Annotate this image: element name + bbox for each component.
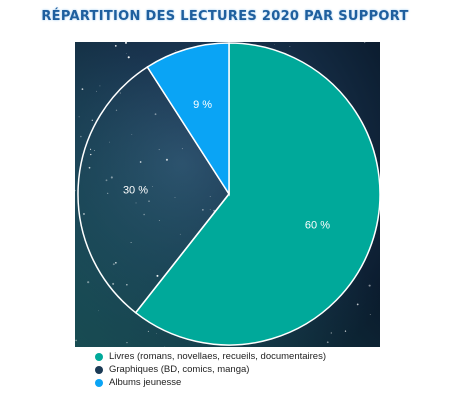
slice-data-label-2: 30 % [123, 185, 148, 197]
legend-swatch [95, 378, 103, 387]
star [115, 109, 118, 111]
star [110, 176, 113, 179]
star [364, 42, 366, 44]
legend-label: Graphiques (BD, comics, manga) [109, 364, 250, 375]
star [74, 189, 76, 192]
star [209, 196, 211, 197]
star [89, 148, 92, 150]
star [139, 161, 142, 163]
pie-slice-1 [134, 42, 381, 346]
star [165, 158, 168, 161]
star [135, 202, 137, 204]
star [158, 149, 160, 151]
star [209, 209, 211, 210]
star [105, 179, 108, 182]
star [143, 213, 145, 216]
legend-item-2: Graphiques (BD, comics, manga) [95, 363, 326, 376]
star [125, 41, 127, 44]
legend-swatch [95, 352, 103, 361]
star [130, 242, 132, 244]
star [96, 90, 97, 92]
legend-label: Livres (romans, novellaes, recueils, doc… [109, 351, 327, 362]
star [154, 113, 157, 116]
star [112, 282, 115, 285]
star [164, 346, 166, 347]
slice-data-label-3: 9 % [193, 99, 212, 111]
star [148, 200, 150, 202]
star [108, 141, 110, 143]
pie-slice-3 [146, 42, 230, 197]
star [156, 333, 157, 335]
star [175, 50, 177, 51]
star [202, 209, 204, 211]
star [158, 220, 160, 221]
star [274, 44, 275, 45]
star [131, 134, 133, 136]
slice-data-label-1: 60 % [305, 220, 330, 232]
star [81, 88, 84, 90]
legend-label: Albums jeunesse [109, 377, 182, 388]
star [90, 153, 92, 156]
star [156, 274, 159, 277]
star [174, 197, 176, 199]
star [368, 284, 371, 287]
legend-swatch [95, 365, 103, 374]
star [356, 303, 359, 306]
star [181, 148, 183, 150]
star [78, 116, 80, 118]
star [88, 166, 91, 169]
star [98, 310, 99, 312]
star [87, 281, 90, 284]
star [344, 330, 347, 332]
star [369, 314, 371, 315]
star [115, 262, 117, 264]
star [127, 56, 130, 59]
star [326, 341, 329, 344]
star [126, 284, 128, 286]
star [179, 233, 181, 235]
chart-title: RÉPARTITION DES LECTURES 2020 PAR SUPPOR… [41, 9, 409, 24]
pie-slice-2 [77, 65, 230, 314]
star [91, 119, 94, 122]
star [119, 92, 121, 94]
star [147, 330, 149, 332]
star [126, 341, 128, 344]
star [99, 85, 101, 87]
star [114, 44, 117, 47]
star [83, 213, 85, 215]
star [330, 332, 332, 334]
star [151, 186, 153, 187]
legend-item-3: Albums jeunesse [95, 376, 326, 389]
legend: Livres (romans, novellaes, recueils, doc… [95, 350, 326, 389]
star [107, 192, 109, 195]
star [112, 263, 115, 266]
star [126, 53, 127, 54]
star [289, 46, 291, 47]
star [94, 149, 96, 151]
star [80, 135, 82, 138]
star [75, 339, 77, 342]
legend-item-1: Livres (romans, novellaes, recueils, doc… [95, 350, 326, 363]
